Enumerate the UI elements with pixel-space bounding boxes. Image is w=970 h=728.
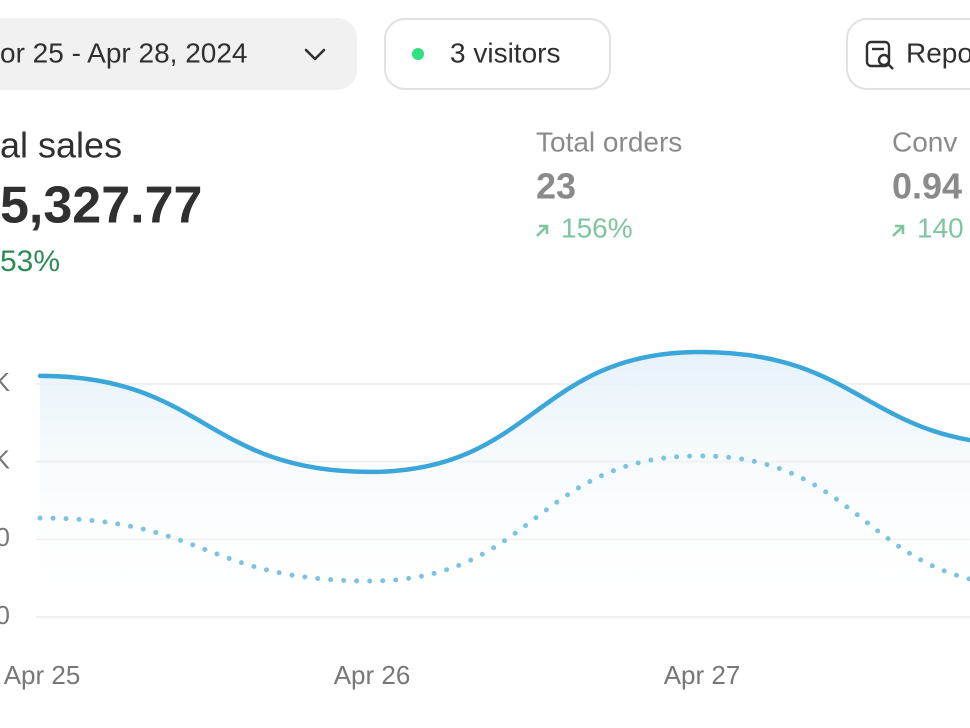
- metric-change: 53%: [0, 245, 60, 278]
- metric-label: Total orders: [536, 126, 682, 157]
- x-tick-label: Apr 26: [334, 660, 411, 690]
- metric-label: al sales: [0, 125, 122, 166]
- y-tick-label: 0: [0, 600, 10, 630]
- y-tick-label: K: [0, 445, 11, 475]
- metric-change: 140: [917, 212, 964, 243]
- line: [37, 349, 970, 475]
- area: [40, 352, 970, 617]
- visitors-button[interactable]: [384, 18, 611, 90]
- date-range-text: or 25 - Apr 28, 2024: [0, 37, 248, 68]
- live-dot: [412, 48, 424, 60]
- metric-value: 23: [536, 166, 576, 207]
- report-button[interactable]: [846, 18, 970, 90]
- up-arrow-icon: [892, 224, 905, 237]
- y-tick-label: 0: [0, 522, 10, 552]
- visitors-text: 3 visitors: [450, 37, 560, 68]
- y-tick-label: K: [0, 367, 11, 397]
- date-range-button[interactable]: [0, 18, 357, 90]
- x-tick-label: Apr 27: [664, 660, 741, 690]
- x-tick-label: Apr 25: [4, 660, 81, 690]
- line: [37, 453, 970, 584]
- report-icon: [865, 40, 894, 70]
- metric-label: Conv: [892, 126, 957, 157]
- report-text: Repo: [906, 37, 970, 68]
- up-arrow-icon: [536, 224, 549, 237]
- metric-value: 0.94: [892, 166, 962, 207]
- metric-value: 5,327.77: [0, 177, 202, 235]
- chevron-icon: [304, 48, 326, 61]
- metric-change: 156%: [561, 212, 633, 243]
